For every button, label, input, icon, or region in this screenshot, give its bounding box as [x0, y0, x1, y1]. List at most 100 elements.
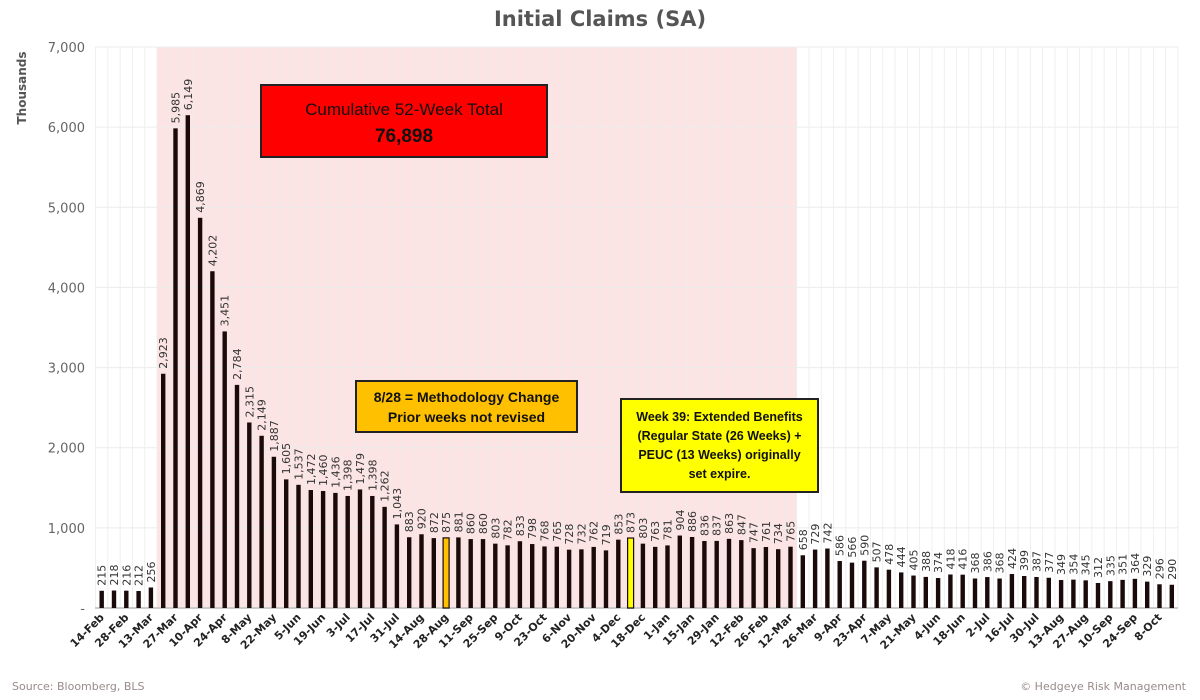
bar-value-label: 761 — [760, 521, 773, 542]
bar — [972, 578, 978, 608]
bar — [111, 590, 117, 608]
bar-value-label: 312 — [1092, 557, 1105, 578]
bar-highlighted — [626, 537, 635, 609]
bar — [862, 560, 867, 608]
bar — [911, 575, 916, 608]
bar-value-label: 875 — [440, 512, 453, 533]
bar-value-label: 349 — [1055, 554, 1068, 575]
bar-value-label: 781 — [662, 519, 675, 540]
bar-value-label: 658 — [797, 529, 810, 550]
bar — [874, 567, 879, 608]
bar-value-label: 345 — [1080, 554, 1093, 575]
bar-value-label: 387 — [1031, 551, 1044, 572]
bar-value-label: 2,315 — [243, 386, 256, 418]
bar-value-label: 742 — [821, 523, 834, 544]
bar — [1108, 581, 1113, 608]
week39-callout: Week 39: Extended Benefits (Regular Stat… — [620, 398, 819, 493]
bar — [99, 590, 104, 608]
bar-value-label: 335 — [1104, 555, 1117, 576]
bar-value-label: 386 — [981, 551, 994, 572]
bar-value-label: 728 — [563, 524, 576, 545]
cumulative-label: Cumulative 52-Week Total — [305, 100, 503, 119]
bar — [1058, 580, 1064, 608]
bar-value-label: 782 — [502, 519, 515, 540]
bar — [1095, 582, 1101, 608]
bar-value-label: 6,149 — [182, 79, 195, 111]
bar — [603, 550, 609, 608]
bar — [210, 271, 215, 608]
bar — [431, 538, 436, 608]
bar — [148, 587, 154, 608]
week39-line4: set expire. — [688, 467, 751, 481]
bar — [493, 543, 498, 608]
methodology-line1: 8/28 = Methodology Change — [373, 389, 560, 405]
bar — [616, 539, 621, 608]
bar-value-label: 478 — [883, 544, 896, 565]
source-note: Source: Bloomberg, BLS — [12, 680, 145, 693]
bar-value-label: 1,887 — [268, 420, 281, 452]
bar-value-label: 1,605 — [280, 443, 293, 475]
bar-value-label: 2,149 — [256, 399, 269, 431]
bar — [517, 541, 523, 608]
bar-value-label: 218 — [108, 565, 121, 586]
bar — [1034, 576, 1039, 608]
bar — [997, 578, 1002, 608]
bar-value-label: 329 — [1141, 556, 1154, 577]
bar — [320, 490, 326, 608]
bar — [579, 549, 584, 608]
bar-value-label: 351 — [1117, 554, 1130, 575]
y-tick-label: 5,000 — [48, 201, 85, 216]
bar — [407, 537, 412, 608]
bar-value-label: 762 — [588, 521, 601, 542]
bar — [1157, 584, 1162, 608]
bar — [739, 540, 744, 608]
bar — [665, 545, 670, 608]
bar — [677, 535, 682, 608]
bar-value-label: 354 — [1067, 554, 1080, 575]
bar — [542, 546, 547, 608]
bar-value-label: 296 — [1154, 558, 1167, 579]
bar-value-label: 368 — [969, 553, 982, 574]
bar-value-label: 507 — [871, 541, 884, 562]
bar — [960, 574, 965, 608]
bar-value-label: 734 — [772, 523, 785, 544]
bar-value-label: 405 — [908, 550, 921, 571]
bar — [935, 578, 941, 608]
bar — [480, 539, 486, 608]
bar-value-label: 719 — [600, 524, 613, 545]
bar-value-label: 920 — [416, 508, 429, 529]
bar-value-label: 388 — [920, 551, 933, 572]
bar — [812, 549, 818, 608]
bar-value-label: 747 — [748, 522, 761, 543]
bar — [505, 545, 510, 608]
bar — [222, 331, 227, 608]
bar — [382, 506, 387, 608]
bar — [1009, 574, 1015, 608]
bar — [923, 576, 928, 608]
week39-line1: Week 39: Extended Benefits — [636, 410, 803, 424]
bar — [197, 217, 203, 608]
bar — [751, 548, 756, 608]
bar — [653, 546, 658, 608]
bar-value-label: 418 — [944, 549, 957, 570]
bar-value-label: 424 — [1006, 548, 1019, 569]
bar — [1169, 584, 1174, 608]
bar-value-label: 837 — [711, 515, 724, 536]
bar — [1145, 581, 1150, 608]
bar-value-label: 1,398 — [342, 459, 355, 491]
bar-value-label: 586 — [834, 535, 847, 556]
bar-value-label: 803 — [637, 518, 650, 539]
bar — [886, 569, 892, 608]
bar — [591, 546, 596, 608]
bar — [566, 549, 572, 608]
week39-line3: PEUC (13 Weeks) originally — [638, 448, 801, 462]
bar-value-label: 1,436 — [329, 456, 342, 488]
bar — [308, 490, 313, 608]
bar — [296, 484, 301, 608]
bar-value-label: 4,202 — [206, 235, 219, 267]
bar-value-label: 863 — [723, 513, 736, 534]
bar-highlighted — [442, 537, 450, 609]
y-tick-label: 4,000 — [48, 281, 85, 296]
bar-value-label: 590 — [858, 535, 871, 556]
